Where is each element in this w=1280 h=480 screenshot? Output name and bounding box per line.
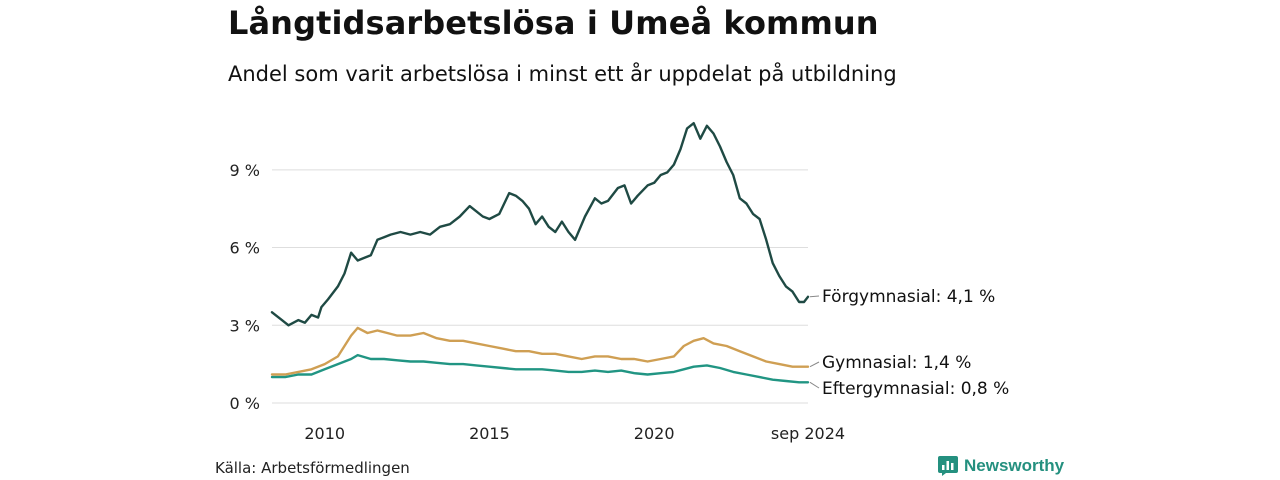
brand-name: Newsworthy — [964, 456, 1065, 475]
series-end-labels: Förgymnasial: 4,1 % Gymnasial: 1,4 % Efter… — [809, 287, 1009, 399]
y-tick-label: 9 % — [230, 161, 260, 180]
series-line-eftergymnasial — [270, 353, 810, 384]
series-line-förgymnasial — [270, 122, 810, 327]
x-axis-tick-labels: 2010 2015 2020 sep 2024 — [304, 424, 845, 443]
x-tick-label: 2020 — [634, 424, 675, 443]
source-note: Källa: Arbetsförmedlingen — [215, 459, 410, 477]
chart-subtitle: Andel som varit arbetslösa i minst ett å… — [228, 62, 897, 86]
label-connector — [809, 295, 820, 298]
x-tick-label: 2010 — [304, 424, 345, 443]
series-end-label: Eftergymnasial: 0,8 % — [822, 379, 1009, 399]
series-end-label: Förgymnasial: 4,1 % — [822, 287, 995, 307]
x-tick-label: sep 2024 — [771, 424, 845, 443]
x-tick-label: 2015 — [469, 424, 510, 443]
y-axis-tick-labels: 0 % 3 % 6 % 9 % — [230, 161, 260, 413]
y-tick-label: 3 % — [230, 316, 260, 335]
line-chart: 0 % 3 % 6 % 9 % 2010 2015 2020 sep 2024 Förgym… — [230, 122, 1009, 443]
brand-logo[interactable]: Newsworthy — [938, 455, 1064, 477]
y-tick-label: 6 % — [230, 239, 260, 258]
series-end-label: Gymnasial: 1,4 % — [822, 353, 971, 373]
chart-title: Långtidsarbetslösa i Umeå kommun — [228, 4, 879, 42]
newsworthy-logo-icon — [938, 456, 958, 476]
series-line-gymnasial — [270, 326, 810, 376]
y-tick-label: 0 % — [230, 394, 260, 413]
label-connector — [809, 381, 820, 389]
gridlines — [272, 169, 808, 404]
label-connector — [809, 361, 820, 368]
series-lines — [270, 122, 810, 384]
